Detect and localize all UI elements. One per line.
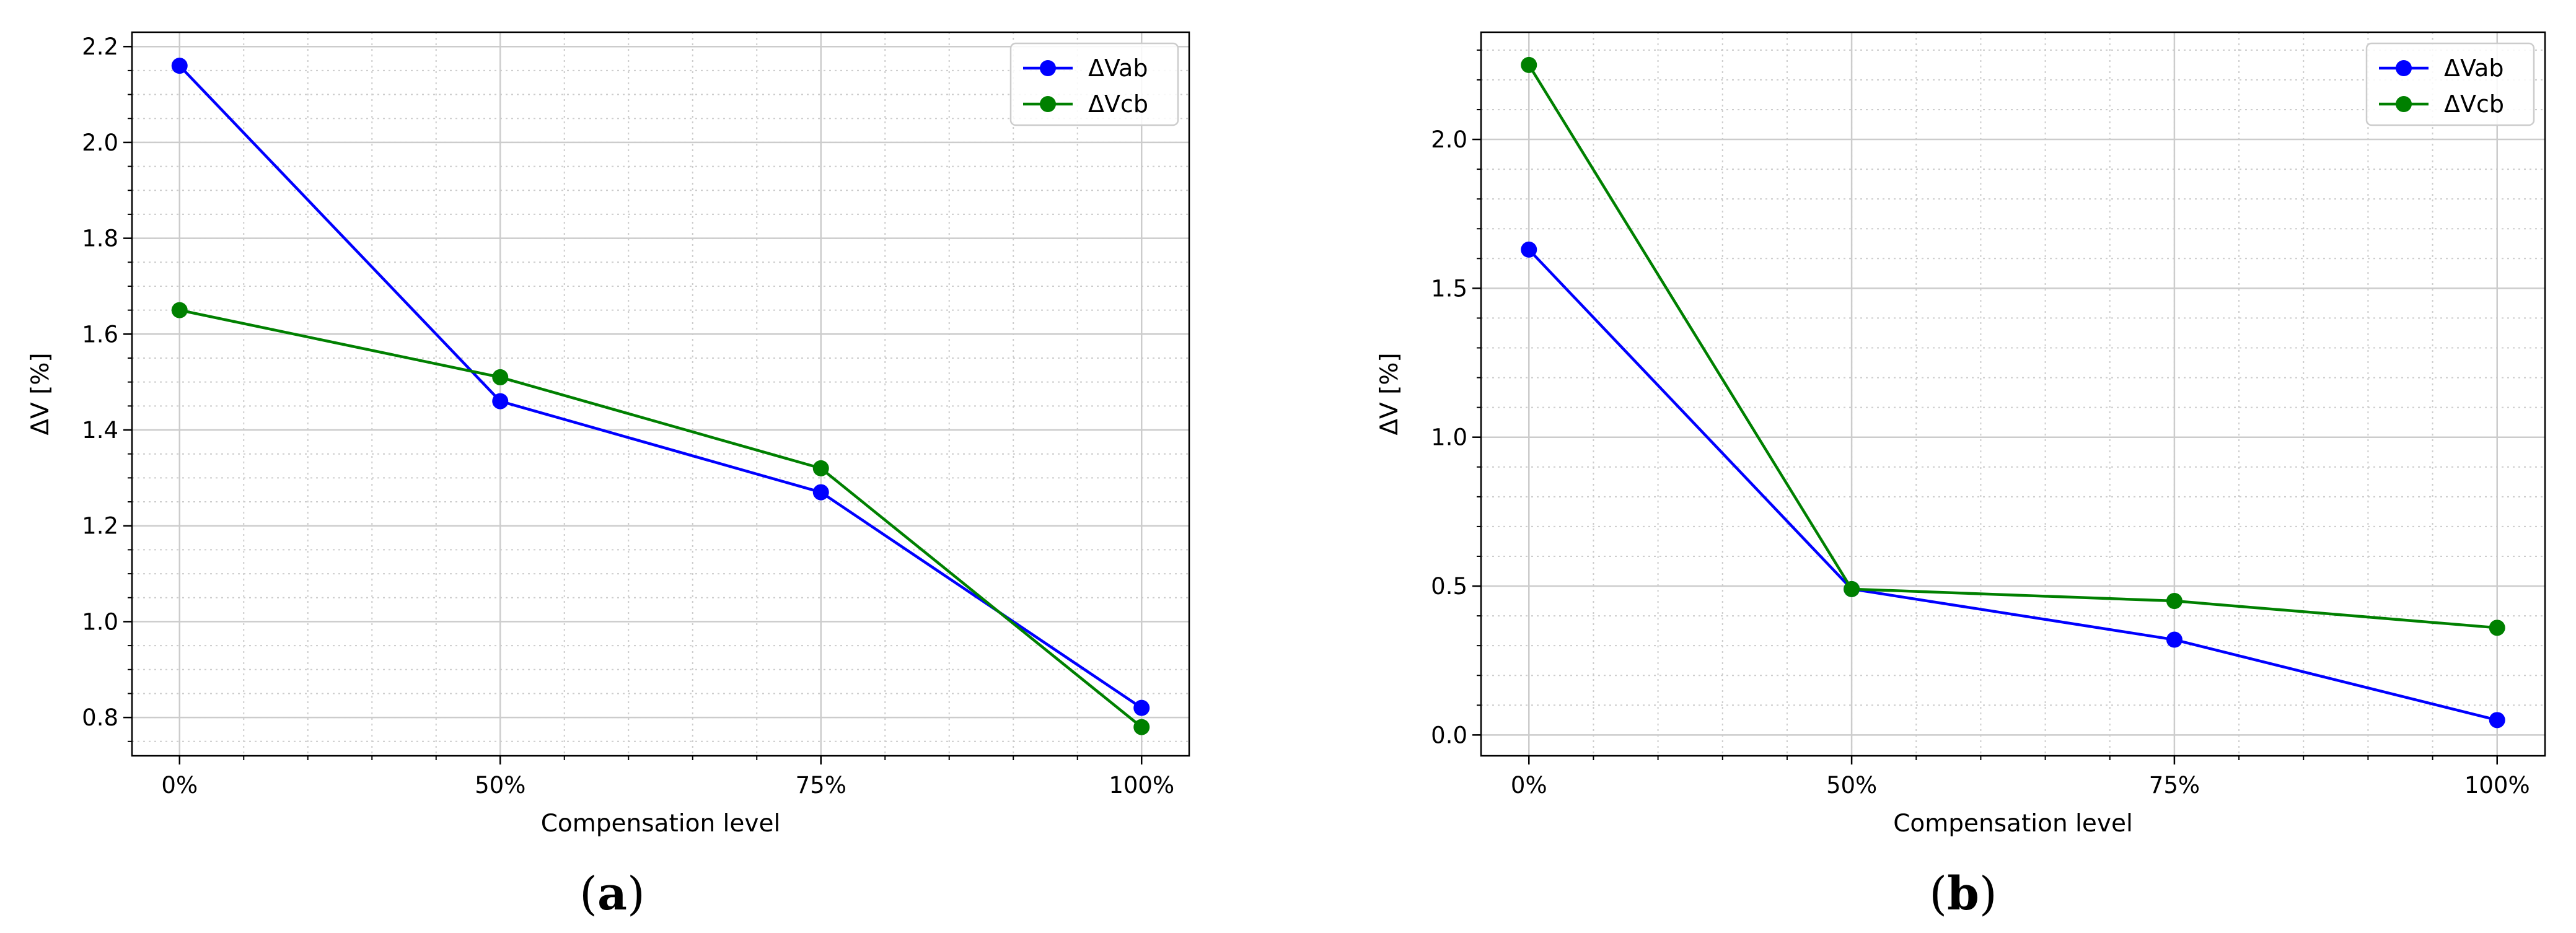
plot-frame	[1480, 31, 2546, 757]
x-axis-label: Compensation level	[1893, 810, 2133, 838]
y-tick-label: 1.8	[82, 226, 118, 252]
x-tick-label: 50%	[1826, 772, 1877, 799]
data-point	[171, 58, 188, 74]
chart-a: 0.8 1.0 1.2 1.4 1.6 1.8 2.0 2.2 0% 50% 75% 100% Comp…	[27, 31, 1190, 921]
legend-marker	[2396, 96, 2412, 112]
y-tick-label: 1.6	[82, 321, 118, 348]
x-tick-label: 100%	[1109, 772, 1174, 799]
y-tick-label: 1.4	[82, 417, 118, 444]
caption-close-paren: )	[627, 867, 645, 921]
y-tick-label: 1.0	[1431, 424, 1467, 451]
data-point	[2166, 593, 2183, 610]
data-point	[2489, 620, 2505, 636]
x-tick-label: 0%	[1511, 772, 1547, 799]
legend-marker	[1040, 60, 1056, 76]
x-tick-label: 50%	[475, 772, 525, 799]
caption-letter: a	[597, 867, 627, 921]
y-tick-label: 0.5	[1431, 573, 1467, 600]
minor-grid	[132, 32, 1189, 756]
caption-letter: b	[1947, 867, 1979, 921]
major-grid	[132, 32, 1189, 756]
legend: ΔVab ΔVcb	[2365, 42, 2535, 126]
legend-marker	[1040, 96, 1056, 112]
legend-label: ΔVcb	[2444, 90, 2504, 118]
legend-label: ΔVab	[2444, 55, 2503, 82]
plot-frame	[131, 31, 1190, 757]
data-point	[492, 393, 509, 410]
series-line	[1528, 64, 2497, 629]
legend: ΔVab ΔVcb	[1009, 42, 1179, 126]
y-tick-label: 1.5	[1431, 275, 1467, 302]
legend-marker	[2396, 60, 2412, 76]
legend-label: ΔVab	[1088, 55, 1148, 82]
figure-caption: (b)	[1929, 867, 1997, 921]
x-tick-label: 75%	[2149, 772, 2200, 799]
data-point	[1521, 241, 1537, 258]
y-axis-label: ΔV [%]	[1376, 353, 1404, 435]
y-tick-label: 1.2	[82, 513, 118, 540]
legend-label: ΔVcb	[1088, 90, 1148, 118]
series-line	[179, 309, 1143, 729]
figure-caption: (a)	[579, 867, 645, 921]
data-point	[1133, 699, 1150, 716]
data-point	[1133, 719, 1150, 735]
series-ΔVcb	[1521, 56, 2505, 636]
data-point	[812, 484, 829, 501]
caption-close-paren: )	[1979, 867, 1997, 921]
y-axis-label: ΔV [%]	[27, 353, 55, 435]
major-grid	[1481, 32, 2545, 756]
caption-open-paren: (	[1929, 867, 1947, 921]
data-point	[171, 302, 188, 318]
series-line	[178, 64, 1143, 709]
y-tick-label: 2.0	[1431, 126, 1467, 153]
series-ΔVab	[171, 58, 1150, 716]
data-point	[1521, 56, 1537, 73]
y-tick-label: 2.0	[82, 129, 118, 156]
series-ΔVcb	[171, 302, 1150, 735]
series-ΔVab	[1521, 241, 2505, 729]
x-tick-label: 0%	[161, 772, 198, 799]
data-point	[1844, 580, 1860, 597]
y-tick-label: 1.0	[82, 608, 118, 635]
data-point	[492, 369, 509, 385]
data-point	[2166, 631, 2183, 648]
y-tick-label: 0.8	[82, 704, 118, 731]
series-line	[1528, 248, 2498, 722]
x-tick-label: 100%	[2464, 772, 2530, 799]
y-tick-label: 0.0	[1431, 722, 1467, 748]
data-point	[812, 460, 829, 476]
y-tick-label: 2.2	[82, 33, 118, 60]
caption-open-paren: (	[579, 867, 597, 921]
x-axis-label: Compensation level	[541, 810, 781, 838]
chart-b: 0.0 0.5 1.0 1.5 2.0 0% 50% 75% 100% Compensation …	[1376, 31, 2546, 921]
x-tick-label: 75%	[796, 772, 846, 799]
minor-grid	[1481, 32, 2545, 756]
data-point	[2489, 712, 2505, 729]
